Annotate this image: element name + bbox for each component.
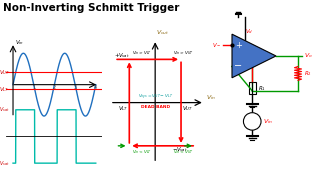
Text: $V_{LT}$: $V_{LT}$ <box>118 105 128 113</box>
Text: $R_2$: $R_2$ <box>304 69 312 78</box>
Text: 1: 1 <box>32 85 35 90</box>
Text: $V_-$: $V_-$ <box>212 42 221 49</box>
Text: $V_{in} < V_{LT}$: $V_{in} < V_{LT}$ <box>132 148 152 156</box>
Text: $R_1$: $R_1$ <box>258 84 266 93</box>
Text: $V_{in} < V_{UT}$: $V_{in} < V_{UT}$ <box>173 148 194 156</box>
Circle shape <box>244 113 261 130</box>
Text: +: + <box>235 41 242 50</box>
Text: $V_{LT}$: $V_{LT}$ <box>0 85 10 94</box>
FancyBboxPatch shape <box>249 82 256 94</box>
Text: Non-Inverting Schmitt Trigger: Non-Inverting Schmitt Trigger <box>3 3 180 13</box>
Polygon shape <box>232 34 276 78</box>
Text: $V_{UT}$: $V_{UT}$ <box>0 68 10 76</box>
Text: $V_o$: $V_o$ <box>304 51 313 60</box>
Text: $V_{in}$: $V_{in}$ <box>205 93 216 102</box>
Text: −: − <box>234 61 242 71</box>
Text: $+V_{sat}$: $+V_{sat}$ <box>114 51 130 60</box>
Text: $+V_{sat}$: $+V_{sat}$ <box>0 105 10 114</box>
Text: $V_d$: $V_d$ <box>245 27 253 36</box>
Text: $V_{in} > V_{UT}$: $V_{in} > V_{UT}$ <box>173 49 194 57</box>
Text: 4: 4 <box>94 85 97 90</box>
Text: $-V_{sat}$: $-V_{sat}$ <box>172 145 188 154</box>
Text: $V_{hys}=V_{UT}-V_{LT}$: $V_{hys}=V_{UT}-V_{LT}$ <box>138 92 173 101</box>
Text: $V_{in}$: $V_{in}$ <box>15 39 24 47</box>
Text: $V_{in} > V_{LT}$: $V_{in} > V_{LT}$ <box>132 49 152 57</box>
Text: 2: 2 <box>53 85 56 90</box>
Text: $V_{in}$: $V_{in}$ <box>263 117 273 126</box>
Text: $V_{UT}$: $V_{UT}$ <box>182 105 193 113</box>
Text: $-V_{sat}$: $-V_{sat}$ <box>0 159 10 168</box>
Text: DEAD BAND: DEAD BAND <box>140 105 170 109</box>
Text: 3: 3 <box>74 85 77 90</box>
Text: $V_{out}$: $V_{out}$ <box>156 28 170 37</box>
